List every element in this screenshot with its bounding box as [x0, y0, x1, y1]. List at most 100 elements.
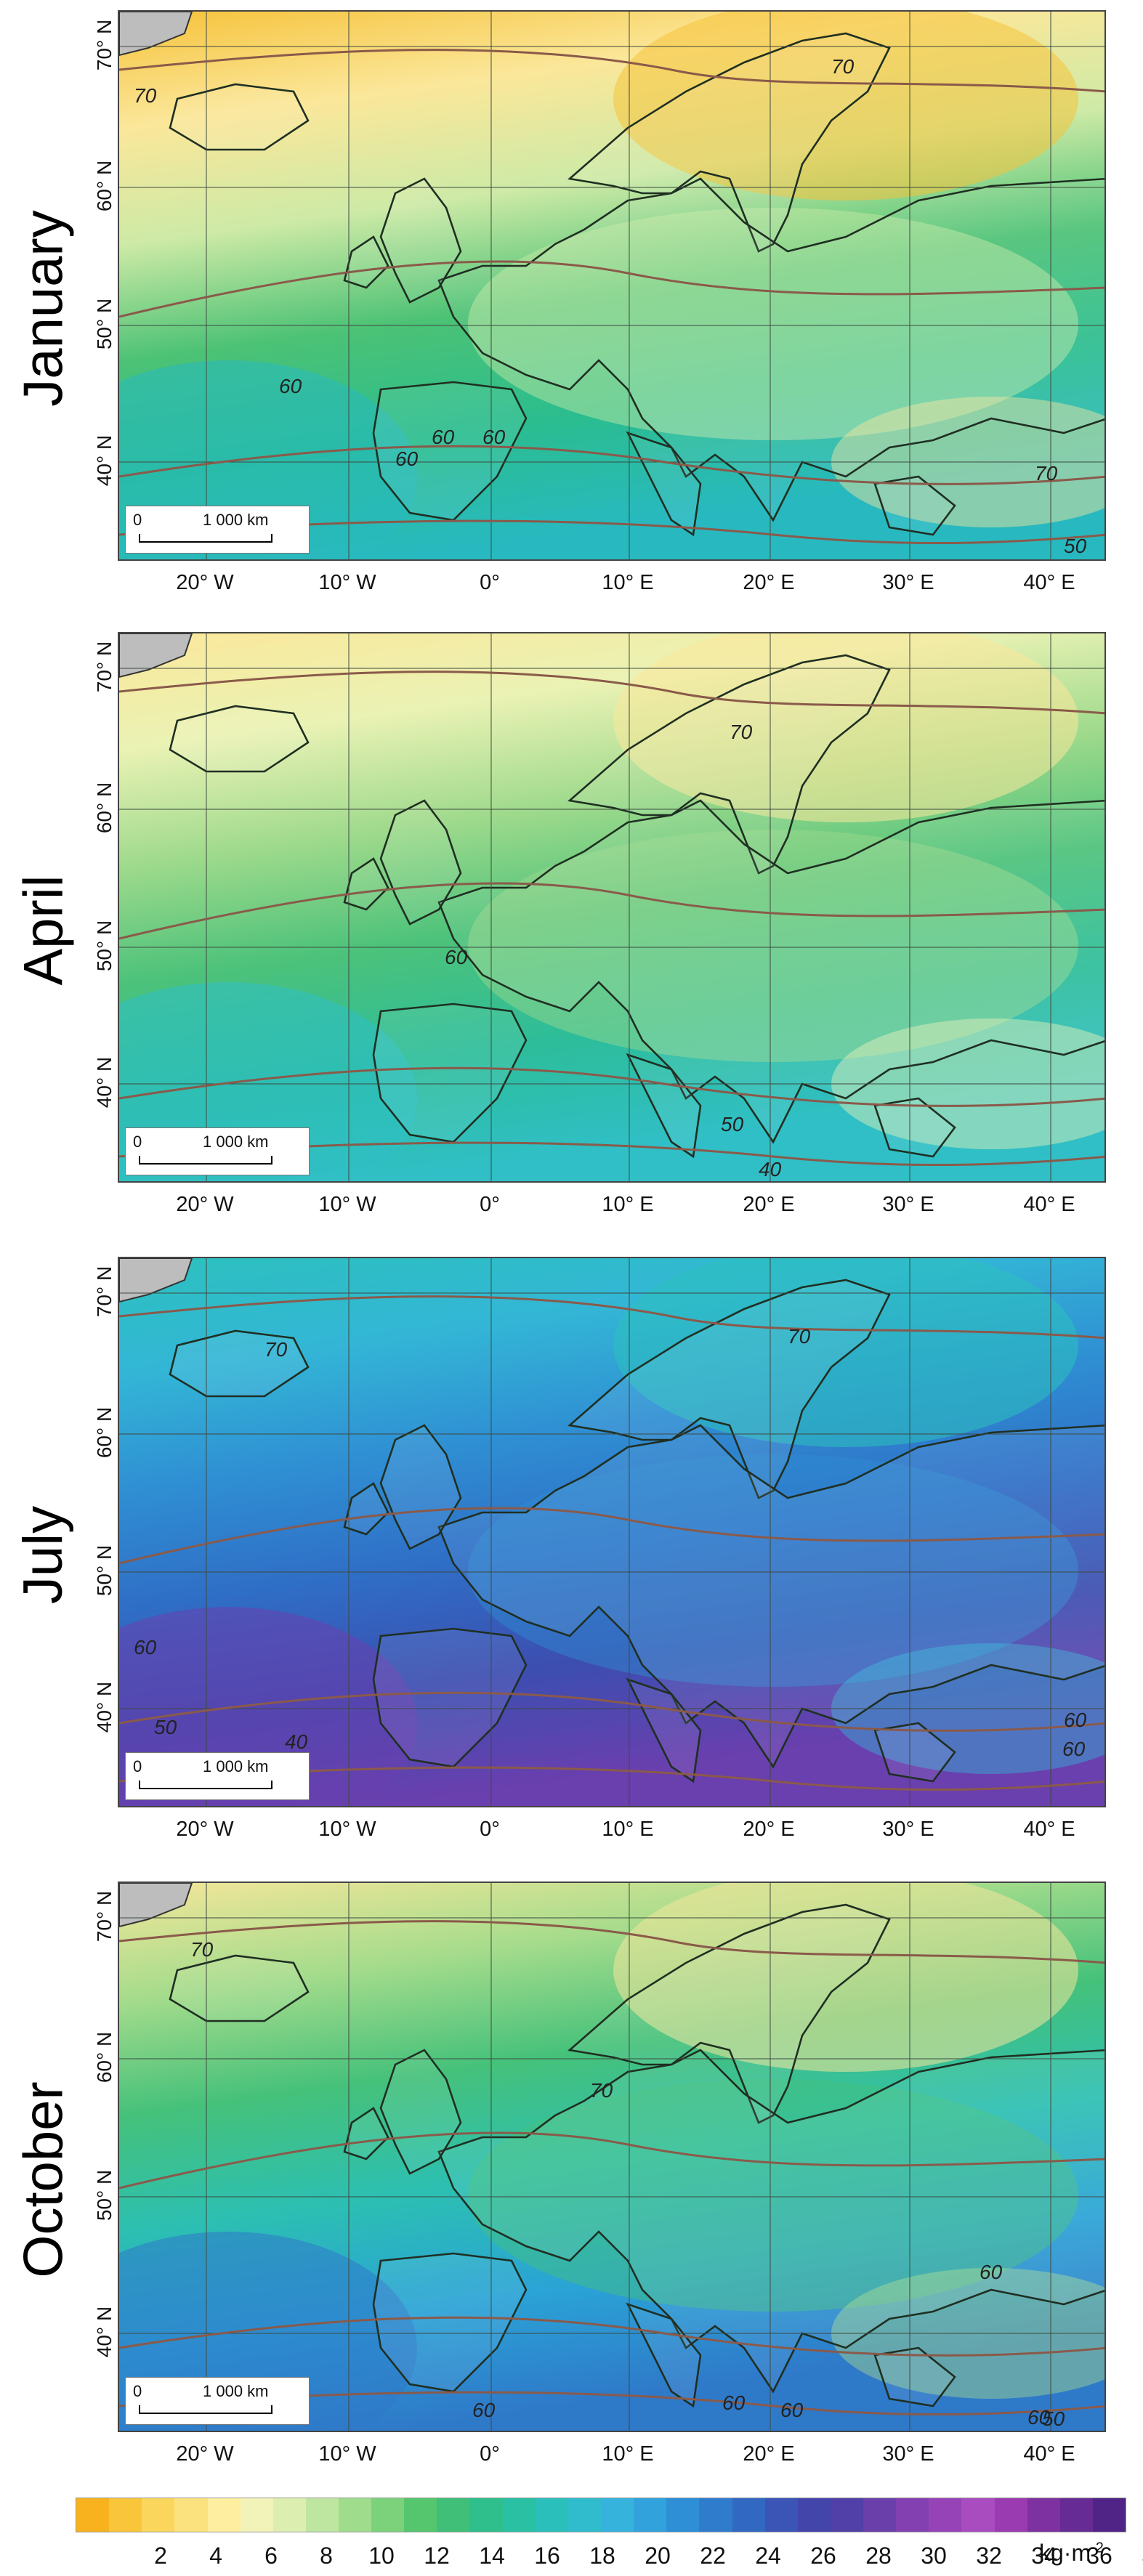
legend-swatch: [502, 2498, 536, 2532]
color-scale-legend: [76, 2498, 1126, 2532]
precipitable-water-field: [119, 633, 1104, 1181]
legend-tick-label: 8: [320, 2543, 333, 2569]
contour-label: 60: [722, 2391, 746, 2414]
legend-swatch: [1059, 2498, 1093, 2532]
longitude-label: 20° E: [743, 1193, 795, 1216]
longitude-label: 0°: [480, 1193, 500, 1216]
land-outline: [169, 1329, 310, 1398]
legend-swatch: [437, 2498, 470, 2532]
legend-tick-label: 34: [1031, 2543, 1057, 2569]
land-outline: [343, 2107, 389, 2160]
land-outline: [343, 235, 389, 289]
isoline: [119, 2131, 1104, 2190]
contour-label: 70: [264, 1338, 288, 1361]
isoline: [119, 260, 1104, 318]
longitude-label: 20° W: [176, 2442, 234, 2466]
longitude-label: 10° W: [318, 571, 376, 594]
contour-label: 60: [482, 426, 506, 448]
contour-label: 70: [134, 84, 157, 107]
legend-swatch: [929, 2498, 962, 2532]
land-outline: [379, 799, 462, 926]
land-outline: [343, 1482, 389, 1536]
longitude-label: 20° E: [743, 1818, 795, 1841]
land-outline: [568, 654, 891, 875]
scale-line: [139, 1781, 272, 1789]
latitude-label: 70° N: [93, 1890, 116, 1943]
legend-swatch: [174, 2498, 208, 2532]
land-outline: [873, 475, 956, 536]
land-outline: [437, 1424, 1104, 1769]
legend-swatch: [601, 2498, 634, 2532]
contour-label: 40: [285, 1730, 308, 1753]
land-outline: [372, 2252, 528, 2393]
isoline: [119, 1507, 1104, 1565]
latitude-label: 60° N: [93, 160, 116, 212]
legend-tick-label: 28: [865, 2543, 892, 2569]
latitude-label: 50° N: [93, 298, 116, 350]
map-area: 70 60 50 40 0 1 000 km: [118, 632, 1106, 1183]
legend-tick-label: 10: [368, 2543, 395, 2569]
legend-tick-label: 24: [755, 2543, 781, 2569]
longitude-label: 30° E: [882, 571, 934, 594]
land-outline: [568, 1279, 891, 1499]
scale-end: 1 000 km: [203, 511, 269, 529]
land-outline: [873, 2346, 956, 2407]
legend-swatch: [732, 2498, 765, 2532]
scale-bar: 0 1 000 km: [125, 1752, 310, 1800]
legend-ticks: 2468101214161820222426283032343638: [0, 2543, 1143, 2572]
scale-start: 0: [133, 2382, 142, 2400]
land-outline: [379, 177, 462, 304]
legend-tick-label: 26: [810, 2543, 836, 2569]
land-outline: [568, 32, 891, 253]
month-title: January: [12, 209, 75, 407]
land-outline: [873, 1722, 956, 1783]
legend-swatch: [994, 2498, 1027, 2532]
contour-label: 60: [445, 946, 468, 968]
legend-tick-label: 32: [976, 2543, 1002, 2569]
legend-swatch: [568, 2498, 601, 2532]
month-label: October: [0, 1882, 87, 2477]
map-area: 70 70 60 60 60 60 70 50 0 1 000 km: [118, 10, 1106, 561]
latitude-label: 70° N: [93, 19, 116, 71]
map-panel-january: January 70 70 60 60 60 60 70 50 0 1 000 km 70° N 60…: [0, 10, 1143, 606]
contour-label: 60: [1064, 1709, 1087, 1731]
legend-swatch: [699, 2498, 732, 2532]
legend-swatch: [797, 2498, 831, 2532]
precipitable-water-field: [119, 1258, 1104, 1806]
scale-line: [139, 2405, 272, 2414]
contour-label: 60: [1027, 2406, 1051, 2429]
contour-label: 60: [472, 2399, 496, 2421]
land-outline: [343, 857, 389, 911]
isoline: [119, 1920, 1104, 1964]
legend-swatch: [76, 2498, 110, 2532]
unit-exponent: -2: [1091, 2540, 1104, 2556]
month-label: April: [0, 632, 87, 1228]
legend-swatch: [863, 2498, 897, 2532]
longitude-label: 20° W: [176, 1818, 234, 1841]
contour-label: 60: [134, 1636, 157, 1658]
isoline: [119, 1295, 1104, 1340]
longitude-label: 30° E: [882, 1193, 934, 1216]
latitude-label: 70° N: [93, 641, 116, 693]
longitude-label: 0°: [480, 2442, 500, 2466]
legend-swatch: [109, 2498, 142, 2532]
legend-swatch: [272, 2498, 306, 2532]
legend-swatch: [240, 2498, 273, 2532]
longitude-label: 40° E: [1023, 2442, 1075, 2466]
land-outline: [372, 381, 528, 522]
field-patch: [613, 12, 1078, 201]
scale-start: 0: [133, 1757, 142, 1775]
longitude-label: 20° E: [743, 571, 795, 594]
legend-swatch: [305, 2498, 339, 2532]
legend-swatch: [142, 2498, 175, 2532]
precipitable-water-field: [119, 12, 1104, 559]
longitude-label: 20° E: [743, 2442, 795, 2466]
scale-line: [139, 534, 272, 543]
contour-label: 60: [279, 375, 302, 397]
legend-swatch: [371, 2498, 405, 2532]
contour-label: 50: [1064, 535, 1087, 557]
greenland-landmass: [119, 633, 193, 679]
legend-tick-label: 16: [534, 2543, 560, 2569]
field-patch: [613, 1883, 1078, 2072]
legend-tick-label: 22: [700, 2543, 726, 2569]
